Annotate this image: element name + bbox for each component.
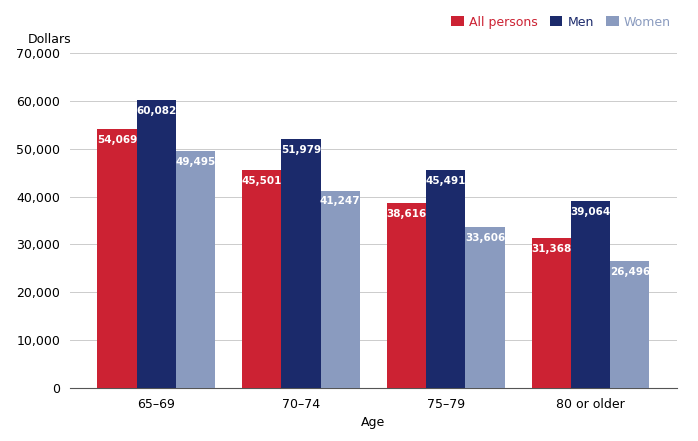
Text: 31,368: 31,368	[532, 243, 572, 254]
X-axis label: Age: Age	[362, 416, 385, 430]
Text: 51,979: 51,979	[281, 145, 321, 155]
Text: 45,501: 45,501	[242, 176, 282, 186]
Bar	[387, 203, 426, 388]
Bar	[466, 227, 505, 388]
Bar	[571, 201, 610, 388]
Bar	[426, 170, 466, 388]
Bar	[137, 101, 176, 388]
Text: 60,082: 60,082	[136, 106, 176, 116]
Text: Dollars: Dollars	[27, 33, 71, 46]
Text: 54,069: 54,069	[97, 135, 137, 145]
Bar	[532, 238, 571, 388]
Legend: All persons, Men, Women: All persons, Men, Women	[451, 15, 671, 29]
Text: 38,616: 38,616	[387, 209, 427, 219]
Text: 33,606: 33,606	[465, 233, 505, 243]
Bar	[176, 151, 215, 388]
Bar	[281, 139, 320, 388]
Text: 26,496: 26,496	[610, 267, 650, 277]
Text: 41,247: 41,247	[320, 196, 360, 206]
Bar	[98, 129, 137, 388]
Text: 49,495: 49,495	[175, 157, 215, 167]
Text: 39,064: 39,064	[571, 207, 611, 217]
Text: 45,491: 45,491	[426, 176, 466, 186]
Bar	[242, 170, 281, 388]
Bar	[320, 191, 359, 388]
Bar	[610, 261, 649, 388]
